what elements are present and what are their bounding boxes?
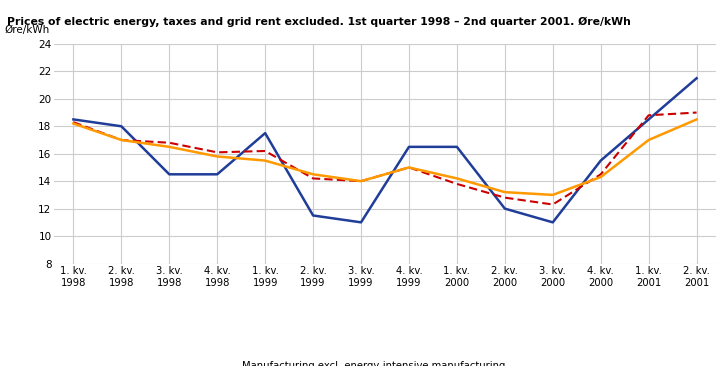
- Text: Øre/kWh: Øre/kWh: [4, 25, 50, 35]
- Text: Prices of electric energy, taxes and grid rent excluded. 1st quarter 1998 – 2nd : Prices of electric energy, taxes and gri…: [7, 16, 631, 27]
- Legend: Households, Services, Manufacturing excl. energy-intensive manufacturing
and pul: Households, Services, Manufacturing excl…: [13, 361, 505, 366]
